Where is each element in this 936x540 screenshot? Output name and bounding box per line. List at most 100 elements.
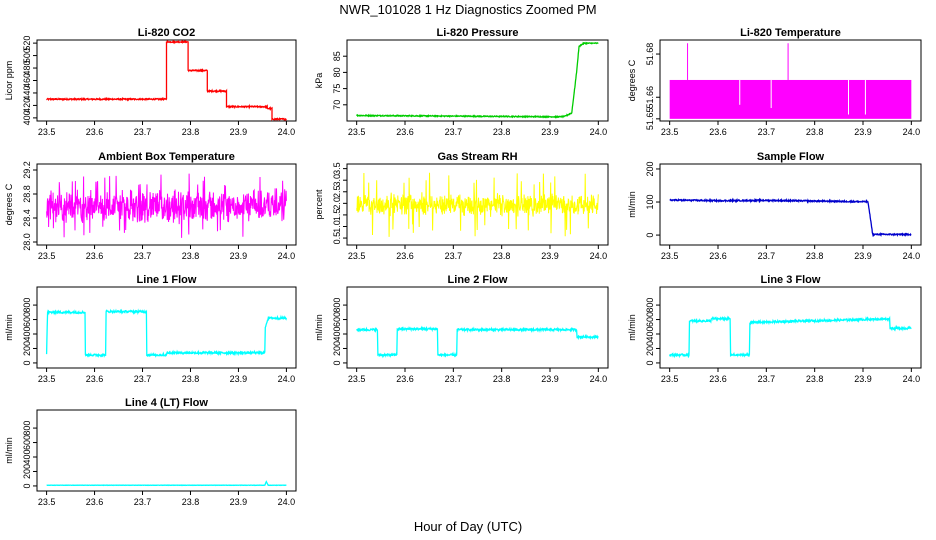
licor-temp-ytick-label: 51.65 (645, 108, 655, 131)
licor-temp-band (669, 79, 912, 119)
pressure-panel: Li-820 Pressure 23.5 23.6 23.7 23.8 23.9 24.0 7… (314, 27, 609, 137)
rh-plot-area (356, 172, 599, 237)
line2-xtick-label: 23.5 (348, 374, 366, 384)
co2-title: Li-820 CO2 (138, 27, 195, 39)
rh-xtick-label: 24.0 (590, 251, 608, 261)
line1-panel: Line 1 Flow 23.5 23.6 23.7 23.8 23.9 24.0 0 2004… (4, 274, 297, 384)
line3-xtick-label: 23.5 (661, 374, 679, 384)
licor-temp-panel: Li-820 Temperature 23.5 23.6 23.7 23.8 23.9 24… (627, 27, 922, 137)
line3-frame (659, 286, 922, 369)
line2-ylabel: ml/min (314, 314, 324, 341)
rh-xtick-label: 23.9 (541, 251, 559, 261)
pressure-xtick-label: 24.0 (590, 127, 608, 137)
licor-temp-title: Li-820 Temperature (740, 27, 841, 39)
line3-xtick-label: 23.8 (806, 374, 824, 384)
line1-ytick-label: 600 (22, 312, 32, 327)
licor-temp-xtick-label: 23.8 (806, 127, 824, 137)
line3-panel: Line 3 Flow 23.5 23.6 23.7 23.8 23.9 24.0 0 2004… (627, 274, 922, 384)
sample-flow-plot-area (669, 197, 912, 238)
co2-xtick-label: 23.9 (230, 127, 248, 137)
rh-ytick-label: 3.5 (332, 162, 342, 175)
line1-xtick-label: 23.9 (230, 374, 248, 384)
line2-ytick-label: 0 (332, 360, 342, 365)
line3-xtick-label: 23.7 (758, 374, 776, 384)
line1-frame (36, 286, 297, 369)
co2-xtick-label: 23.5 (38, 127, 56, 137)
licor-temp-frame (659, 39, 922, 122)
line3-xtick-label: 23.9 (854, 374, 872, 384)
line2-xtick-label: 23.8 (493, 374, 511, 384)
sample-flow-panel: Sample Flow 23.5 23.6 23.7 23.8 23.9 24.0 0 100 2… (627, 151, 922, 261)
line1-ytick-label: 200 (22, 341, 32, 356)
rh-xtick-label: 23.6 (396, 251, 414, 261)
box-temp-plot-area (46, 173, 287, 238)
pressure-plot-area (356, 41, 599, 119)
box-temp-ytick-label: 28.4 (22, 209, 32, 227)
pressure-xtick-label: 23.8 (493, 127, 511, 137)
box-temp-xtick-label: 23.5 (38, 251, 56, 261)
co2-xtick-label: 23.8 (182, 127, 200, 137)
co2-ytick-label: 480 (22, 61, 32, 76)
licor-temp-ylabel: degrees C (627, 59, 637, 101)
rh-xtick-label: 23.5 (348, 251, 366, 261)
box-temp-ytick-label: 28.0 (22, 233, 32, 251)
line1-xtick-label: 24.0 (278, 374, 296, 384)
box-temp-frame (36, 163, 297, 246)
line3-xtick-label: 23.6 (709, 374, 727, 384)
pressure-ytick-label: 70 (332, 100, 342, 110)
box-temp-title: Ambient Box Temperature (98, 151, 235, 163)
co2-ytick-label: 420 (22, 98, 32, 113)
co2-panel: Li-820 CO2 23.5 23.6 23.7 23.8 23.9 24.0 400420… (4, 27, 297, 137)
line2-ytick-label: 400 (332, 326, 342, 341)
line1-ytick-label: 0 (22, 360, 32, 365)
line3-ytick-label: 200 (645, 341, 655, 356)
box-temp-xtick-label: 23.8 (182, 251, 200, 261)
pressure-ylabel: kPa (314, 73, 324, 89)
co2-xtick-label: 23.7 (134, 127, 152, 137)
rh-title: Gas Stream RH (437, 151, 517, 163)
line4-plot-area (46, 480, 287, 487)
figure-xlabel: Hour of Day (UTC) (414, 519, 522, 534)
line3-title: Line 3 Flow (761, 274, 821, 286)
line2-ytick-label: 200 (332, 341, 342, 356)
line2-xtick-label: 23.9 (541, 374, 559, 384)
pressure-xtick-label: 23.9 (541, 127, 559, 137)
line2-frame (346, 286, 609, 369)
line3-plot-area (669, 315, 912, 359)
line2-ytick-label: 600 (332, 312, 342, 327)
rh-ytick-label: 2.0 (332, 197, 342, 210)
line1-ytick-label: 800 (22, 298, 32, 313)
co2-series-line (46, 40, 287, 121)
pressure-xtick-label: 23.5 (348, 127, 366, 137)
line3-xtick-label: 24.0 (903, 374, 921, 384)
sample-flow-xtick-label: 23.7 (758, 251, 776, 261)
rh-ylabel: percent (314, 189, 324, 220)
licor-temp-ytick-label: 51.68 (645, 43, 655, 66)
sample-flow-series-line (669, 197, 912, 238)
co2-ylabel: Licor ppm (4, 61, 14, 101)
rh-ytick-label: 3.0 (332, 174, 342, 187)
box-temp-xtick-label: 23.9 (230, 251, 248, 261)
line4-xtick-label: 23.7 (134, 497, 152, 507)
line1-xtick-label: 23.8 (182, 374, 200, 384)
licor-temp-xtick-label: 23.5 (661, 127, 679, 137)
co2-xtick-label: 24.0 (278, 127, 296, 137)
licor-temp-xtick-label: 23.9 (854, 127, 872, 137)
line2-title: Line 2 Flow (448, 274, 508, 286)
sample-flow-ylabel: ml/min (627, 191, 637, 218)
pressure-ytick-label: 80 (332, 67, 342, 77)
co2-xtick-label: 23.6 (86, 127, 104, 137)
line1-series-line (45, 308, 288, 359)
co2-plot-area (46, 40, 287, 121)
line2-ytick-label: 800 (332, 298, 342, 313)
co2-ytick-label: 440 (22, 85, 32, 100)
line4-panel: Line 4 (LT) Flow 23.5 23.6 23.7 23.8 23.9 24.0… (4, 397, 297, 507)
line2-xtick-label: 23.7 (445, 374, 463, 384)
line4-ytick-label: 200 (22, 464, 32, 479)
line3-series-line (669, 315, 912, 359)
line1-title: Line 1 Flow (137, 274, 197, 286)
line3-ytick-label: 600 (645, 312, 655, 327)
line1-ytick-label: 400 (22, 326, 32, 341)
line4-series-line (46, 480, 287, 487)
line2-panel: Line 2 Flow 23.5 23.6 23.7 23.8 23.9 24.0 0 2004… (314, 274, 609, 384)
